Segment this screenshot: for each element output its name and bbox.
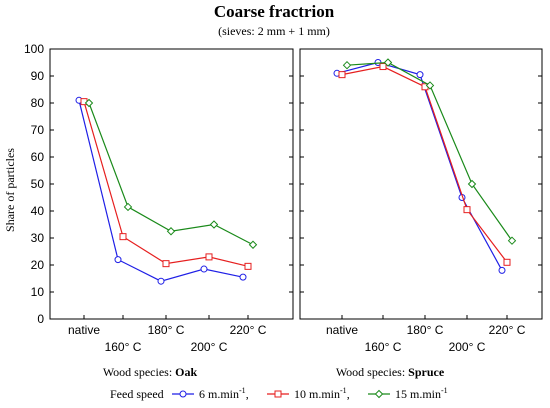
series-line (88, 102, 254, 246)
series-3 (84, 98, 258, 249)
panel-caption: Wood species: Oak (103, 365, 198, 379)
data-point (379, 63, 387, 71)
series-line (336, 61, 503, 271)
legend-entry-1: 6 m.min-1, (172, 386, 249, 401)
data-point (244, 262, 252, 270)
data-point (416, 71, 424, 79)
legend: Feed speed 6 m.min-1, 10 m.min-1, 15 m.min-… (110, 386, 448, 401)
data-point (463, 206, 471, 214)
data-point (248, 240, 258, 249)
x-tick-label: 180° C (148, 323, 185, 337)
series-1 (75, 96, 247, 285)
series-2 (338, 63, 511, 266)
data-point (205, 253, 213, 261)
panels-group: 0 10 20 30 40 50 60 70 80 90 100 native 160° C 180° C… (24, 42, 543, 354)
y-tick-label: 40 (31, 204, 45, 218)
panel-1: 0 10 20 30 40 50 60 70 80 90 100 native 160° C 180° C… (24, 42, 294, 354)
series-1 (333, 59, 506, 274)
panel-captions: Wood species: Oak Wood species: Spruce (103, 365, 445, 379)
y-tick-label: 90 (31, 69, 45, 83)
legend-marker (179, 390, 187, 398)
x-tick-label: 200° C (449, 340, 486, 354)
panel-caption: Wood species: Spruce (336, 365, 445, 379)
data-point (503, 258, 511, 266)
legend-marker (274, 390, 282, 398)
legend-entry-2: 10 m.min-1, (267, 386, 350, 401)
data-point (114, 256, 122, 264)
x-tick-label: 160° C (365, 340, 402, 354)
y-tick-label: 100 (24, 42, 44, 56)
data-point (239, 273, 247, 281)
y-tick-label: 20 (31, 258, 45, 272)
data-point (342, 60, 352, 70)
series-line (78, 100, 244, 282)
x-tick-label: native (68, 323, 100, 337)
data-point (200, 265, 208, 273)
y-tick-label: 50 (31, 177, 45, 191)
data-point (123, 202, 133, 212)
y-tick-label: 30 (31, 231, 45, 245)
series-3 (342, 58, 517, 245)
legend-entry-3: 15 m.min-1 (368, 386, 448, 401)
data-point (162, 260, 170, 268)
data-point (209, 220, 219, 229)
data-point (467, 179, 477, 189)
data-point (425, 81, 435, 90)
series-line (346, 61, 513, 242)
data-point (383, 58, 393, 67)
y-tick-label: 60 (31, 150, 45, 164)
chart-title: Coarse frac­trion (214, 2, 335, 21)
panel-frame (299, 48, 543, 320)
legend-title: Feed speed (110, 387, 164, 401)
series-line (341, 65, 508, 263)
legend-label: 6 m.min-1, (199, 386, 249, 401)
data-point (84, 98, 94, 108)
x-tick-label: 220° C (230, 323, 267, 337)
data-point (119, 233, 127, 241)
data-point (157, 277, 165, 285)
y-tick-label: 10 (31, 285, 45, 299)
y-tick-label: 80 (31, 96, 45, 110)
data-point (507, 236, 517, 245)
data-point (498, 266, 506, 274)
data-point (338, 71, 346, 79)
y-axis-label: Share of particles (3, 148, 17, 232)
x-tick-label: 220° C (489, 323, 526, 337)
y-tick-label: 70 (31, 123, 45, 137)
x-tick-label: 180° C (407, 323, 444, 337)
legend-label: 10 m.min-1, (294, 386, 350, 401)
series-2 (80, 98, 252, 270)
chart-subtitle: (sieves: 2 mm + 1 mm) (218, 24, 330, 38)
data-point (166, 227, 176, 236)
y-tick-label: 0 (37, 312, 44, 326)
legend-label: 15 m.min-1 (395, 386, 448, 401)
x-tick-label: 200° C (191, 340, 228, 354)
x-tick-label: 160° C (105, 340, 142, 354)
series-line (83, 101, 249, 267)
legend-marker (374, 389, 384, 399)
x-tick-label: native (326, 323, 358, 337)
